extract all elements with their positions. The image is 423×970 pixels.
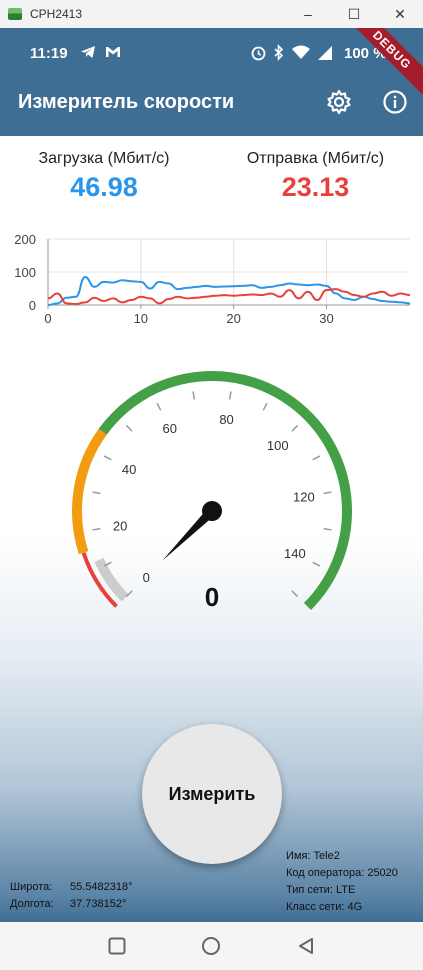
info-button[interactable] — [381, 88, 409, 116]
app-header: 11:19 100 % DEBUG Измеритель скорости — [0, 28, 423, 136]
main-content: Загрузка (Мбит/с) 46.98 Отправка (Мбит/с… — [0, 136, 423, 922]
chart-y-tick-label: 200 — [14, 232, 36, 247]
gauge-tick-label: 120 — [293, 489, 315, 504]
latitude-value: 55.5482318° — [70, 881, 133, 893]
gauge-tick-label: 0 — [143, 570, 150, 585]
gauge-hub — [202, 501, 222, 521]
status-bar: 11:19 100 % — [0, 28, 423, 80]
gauge-tick — [92, 491, 101, 495]
longitude-value: 37.738152° — [70, 898, 127, 910]
app-icon — [8, 8, 22, 20]
chart-x-tick-label: 30 — [319, 311, 333, 326]
gauge-tick-label: 60 — [163, 421, 177, 436]
back-icon — [298, 938, 313, 954]
gauge-tick — [312, 561, 321, 567]
minimize-button[interactable]: – — [304, 6, 312, 22]
info-icon — [383, 90, 407, 114]
chart-y-tick-label: 100 — [14, 265, 36, 280]
home-icon — [202, 937, 221, 955]
gauge-tick — [192, 391, 196, 400]
signal-icon — [318, 45, 332, 60]
speed-history-chart: 200 100 00 10 20 30 — [14, 232, 411, 326]
gauge-tick — [125, 424, 133, 432]
gauge-tick — [156, 402, 162, 411]
gauge-tick-label: 140 — [284, 546, 306, 561]
gauge-needle — [162, 507, 216, 561]
back-button[interactable] — [294, 934, 318, 958]
speed-gauge: 0 20 40 60 80 100 120 140 0 — [72, 371, 352, 612]
gauge-value: 0 — [205, 582, 219, 612]
gauge-tick-label: 80 — [219, 412, 233, 427]
operator-code: Код оператора: 25020 — [286, 867, 398, 879]
status-time: 11:19 — [30, 45, 68, 62]
settings-button[interactable] — [325, 88, 353, 116]
chart-x-tick-label: 10 — [134, 311, 148, 326]
longitude-row: Долгота: 37.738152° — [10, 898, 126, 910]
gauge-tick — [262, 402, 268, 411]
gauge-tick — [291, 590, 299, 598]
gear-icon — [327, 89, 351, 115]
gauge-tick — [92, 527, 101, 531]
bluetooth-icon — [274, 44, 284, 61]
gauge-zone-red — [81, 552, 118, 608]
latitude-row: Широта: 55.5482318° — [10, 881, 133, 893]
chart-x-tick-label: 20 — [226, 311, 240, 326]
gauge-tick — [103, 455, 112, 461]
network-name: Имя: Tele2 — [286, 850, 340, 862]
gauge-tick-label: 40 — [122, 462, 136, 477]
network-class: Класс сети: 4G — [286, 901, 363, 913]
gmail-icon — [106, 47, 120, 57]
chart-x-tick-label: 0 — [44, 311, 51, 326]
gauge-tick — [291, 424, 299, 432]
telegram-icon — [81, 46, 95, 58]
chart-y-tick-label: 0 — [29, 298, 36, 313]
chart-series-line-1 — [47, 288, 411, 306]
alarm-icon — [251, 46, 266, 61]
gauge-tick — [228, 391, 232, 400]
gauge-tick-label: 100 — [267, 438, 289, 453]
download-value: 46.98 — [70, 172, 138, 202]
download-block: Загрузка (Мбит/с) 46.98 — [30, 150, 178, 203]
window-title-bar: CPH2413 – ☐ ✕ — [0, 0, 423, 28]
navigation-bar — [0, 922, 423, 970]
latitude-label: Широта: — [10, 881, 53, 893]
measure-button[interactable]: Измерить — [142, 724, 282, 864]
close-button[interactable]: ✕ — [394, 5, 406, 22]
gauge-idle-band — [94, 557, 129, 602]
gauge-zone-green — [98, 371, 352, 610]
gauge-tick — [312, 455, 321, 461]
window-title: CPH2413 — [30, 7, 83, 21]
battery-level: 100 % — [344, 45, 387, 62]
upload-block: Отправка (Мбит/с) 23.13 — [238, 150, 393, 203]
gauge-tick — [323, 491, 332, 495]
longitude-label: Долгота: — [10, 898, 54, 910]
maximize-button[interactable]: ☐ — [347, 5, 361, 22]
recents-button[interactable] — [105, 934, 129, 958]
gauge-tick — [125, 590, 133, 598]
chart-series-line-0 — [47, 275, 411, 306]
home-button[interactable] — [199, 934, 223, 958]
upload-value: 23.13 — [281, 172, 350, 202]
gauge-zone-orange — [72, 428, 107, 555]
wifi-icon — [292, 45, 310, 59]
recents-icon — [108, 937, 126, 955]
gauge-tick-label: 20 — [113, 519, 127, 534]
gauge-tick — [103, 561, 112, 567]
download-label: Загрузка (Мбит/с) — [38, 150, 170, 167]
upload-label: Отправка (Мбит/с) — [246, 150, 385, 167]
gauge-tick — [323, 527, 332, 531]
network-type: Тип сети: LTE — [286, 884, 356, 896]
page-title: Измеритель скорости — [18, 91, 235, 113]
